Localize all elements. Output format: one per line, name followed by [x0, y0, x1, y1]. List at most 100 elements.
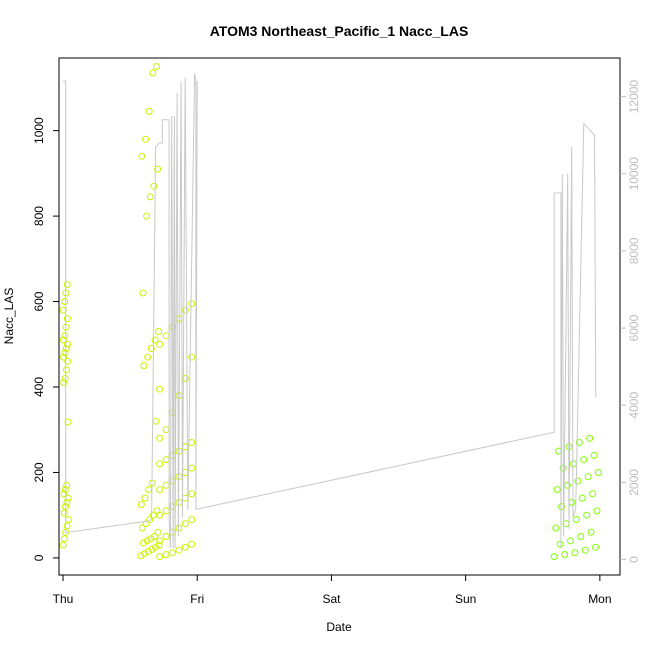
data-point [188, 300, 196, 308]
data-point [553, 486, 561, 493]
data-point [593, 507, 601, 515]
y2-tick-label: 2000 [627, 469, 641, 496]
data-point [558, 503, 566, 511]
data-point [61, 298, 69, 305]
data-point [63, 366, 70, 374]
x-tick-label: Fri [190, 592, 204, 606]
data-point [156, 340, 164, 348]
data-point [580, 456, 588, 464]
data-point [188, 516, 196, 523]
data-point [61, 349, 69, 357]
data-point [60, 353, 68, 361]
data-point [154, 165, 162, 173]
data-point [181, 306, 189, 314]
data-point [589, 490, 597, 498]
data-point [162, 332, 170, 340]
data-point [569, 460, 577, 468]
data-point [63, 498, 71, 506]
data-point [144, 548, 152, 555]
data-point [556, 540, 564, 548]
data-point [592, 543, 600, 551]
y-tick-label: 200 [32, 462, 46, 482]
data-point [181, 520, 189, 528]
data-point [581, 546, 589, 554]
data-point [148, 545, 156, 553]
data-point [64, 516, 72, 523]
data-point [146, 193, 154, 201]
y-tick-label: 800 [32, 206, 46, 226]
data-point [147, 345, 155, 352]
data-point [188, 464, 196, 472]
data-point [138, 524, 146, 532]
data-point [154, 528, 162, 536]
y-tick-label: 0 [32, 554, 46, 561]
y2-tick-label: 10000 [627, 157, 641, 191]
data-point [595, 469, 602, 476]
data-point [140, 362, 148, 370]
data-point [155, 328, 163, 335]
y2-tick-label: 12000 [627, 80, 641, 114]
data-point [141, 550, 148, 558]
data-point [142, 520, 150, 528]
data-point [149, 69, 157, 77]
data-point [62, 345, 70, 352]
series-line [63, 73, 597, 549]
series-layer [59, 63, 602, 561]
y-tick-label: 600 [32, 291, 46, 311]
data-point [137, 552, 145, 560]
data-point [572, 516, 580, 523]
data-point [561, 551, 569, 558]
data-point [162, 481, 170, 489]
data-point [175, 315, 183, 323]
data-point [147, 535, 155, 543]
y2-tick-label: 4000 [627, 392, 641, 419]
y-axis: 0 200 400 600 800 1000 [32, 117, 59, 561]
data-point [583, 511, 591, 519]
x-tick-label: Thu [53, 592, 74, 606]
y2-tick-label: 8000 [627, 237, 641, 264]
data-point [60, 490, 68, 498]
data-point [150, 182, 158, 190]
data-point [162, 456, 170, 464]
data-point [587, 528, 595, 536]
data-point [141, 494, 149, 502]
data-point [162, 426, 170, 434]
data-point [153, 63, 160, 70]
data-point [138, 152, 146, 160]
data-point [59, 336, 67, 344]
data-point [188, 490, 196, 498]
data-point [143, 212, 151, 220]
data-point [574, 477, 582, 485]
x-axis-label: Date [326, 620, 352, 634]
y-axis-label: Nacc_LAS [2, 288, 16, 345]
data-point [568, 498, 576, 506]
y-tick-label: 400 [32, 377, 46, 397]
x-axis: Thu Fri Sat Sun Mon [53, 575, 612, 606]
y2-tick-label: 0 [627, 556, 641, 563]
data-point [162, 551, 170, 558]
data-point [61, 375, 69, 382]
data-point [64, 357, 72, 365]
data-point [151, 336, 159, 344]
data-point [63, 281, 71, 288]
data-point [571, 549, 579, 557]
data-point [156, 460, 164, 468]
data-point [143, 537, 151, 545]
data-point [156, 434, 164, 442]
y-tick-label: 1000 [32, 117, 46, 144]
data-point [567, 537, 574, 545]
data-point [162, 507, 170, 515]
data-point [64, 418, 72, 426]
data-point [140, 539, 147, 547]
data-point [63, 481, 71, 489]
data-point [156, 486, 164, 493]
data-point [60, 379, 68, 387]
data-point [575, 439, 583, 446]
data-point [156, 511, 164, 519]
plot-frame [58, 57, 621, 576]
data-point [578, 494, 586, 502]
data-point [552, 524, 560, 532]
data-point [550, 553, 558, 561]
y2-axis: 0 2000 4000 6000 8000 10000 12000 [620, 80, 641, 563]
